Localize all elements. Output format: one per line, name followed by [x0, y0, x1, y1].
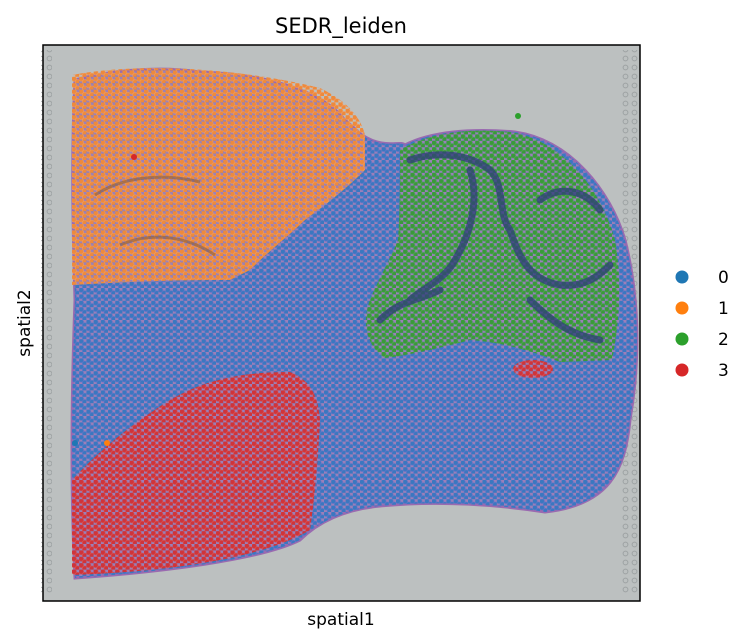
plot-area: [41, 44, 641, 602]
fiducial-column-left: [41, 50, 52, 595]
legend-marker-1: [675, 301, 689, 315]
legend-marker-2: [675, 332, 689, 346]
x-axis-label: spatial1: [307, 610, 374, 630]
outlier-spots: [72, 113, 521, 446]
legend-marker-3: [675, 363, 689, 377]
legend-label-2: 2: [718, 330, 729, 350]
folia-structure: [376, 151, 614, 344]
axes-frame: [42, 44, 641, 602]
legend-label-0: 0: [718, 268, 729, 288]
y-axis-label: spatial2: [15, 289, 35, 356]
legend-label-1: 1: [718, 299, 729, 319]
cluster-3-small-spots: [513, 360, 553, 378]
hippocampus-curves: [94, 175, 216, 257]
legend: 0 1 2 3: [675, 268, 729, 381]
legend-marker-0: [675, 270, 689, 284]
chart-title: SEDR_leiden: [275, 14, 407, 39]
legend-label-3: 3: [718, 361, 729, 381]
